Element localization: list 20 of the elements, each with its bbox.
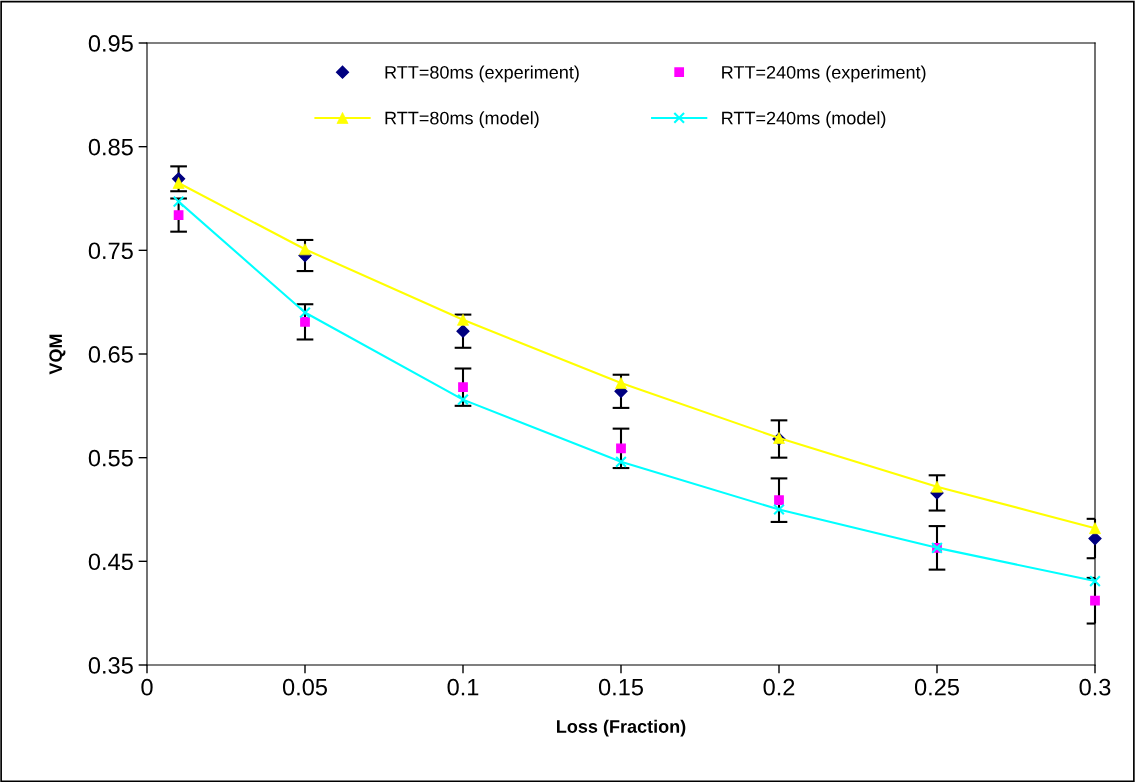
x-tick-label: 0.1 xyxy=(447,678,479,696)
x-axis-title: Loss (Fraction) xyxy=(557,719,686,737)
y-tick-label: 0.65 xyxy=(88,346,133,363)
y-axis-title: VQM xyxy=(49,334,66,375)
x-tick-label: 0.05 xyxy=(282,678,327,696)
y-tick-label: 0.75 xyxy=(88,242,133,260)
y-tick-label: 0.35 xyxy=(88,657,133,674)
legend-label: RTT=80ms (model) xyxy=(385,111,539,129)
legend-label: RTT=240ms (experiment) xyxy=(722,65,926,83)
legend-label: RTT=80ms (experiment) xyxy=(385,65,579,83)
y-tick-label: 0.45 xyxy=(88,553,133,571)
x-tick-label: 0.2 xyxy=(763,678,795,696)
y-tick-label: 0.95 xyxy=(88,35,133,52)
y-tick-label: 0.55 xyxy=(88,449,133,467)
x-tick-label: 0.3 xyxy=(1079,678,1111,696)
x-tick-label: 0.15 xyxy=(598,678,643,696)
y-tick-label: 0.85 xyxy=(88,138,133,156)
x-tick-label: 0 xyxy=(141,678,153,696)
legend-label: RTT=240ms (model) xyxy=(722,111,886,129)
x-tick-label: 0.25 xyxy=(914,678,959,696)
